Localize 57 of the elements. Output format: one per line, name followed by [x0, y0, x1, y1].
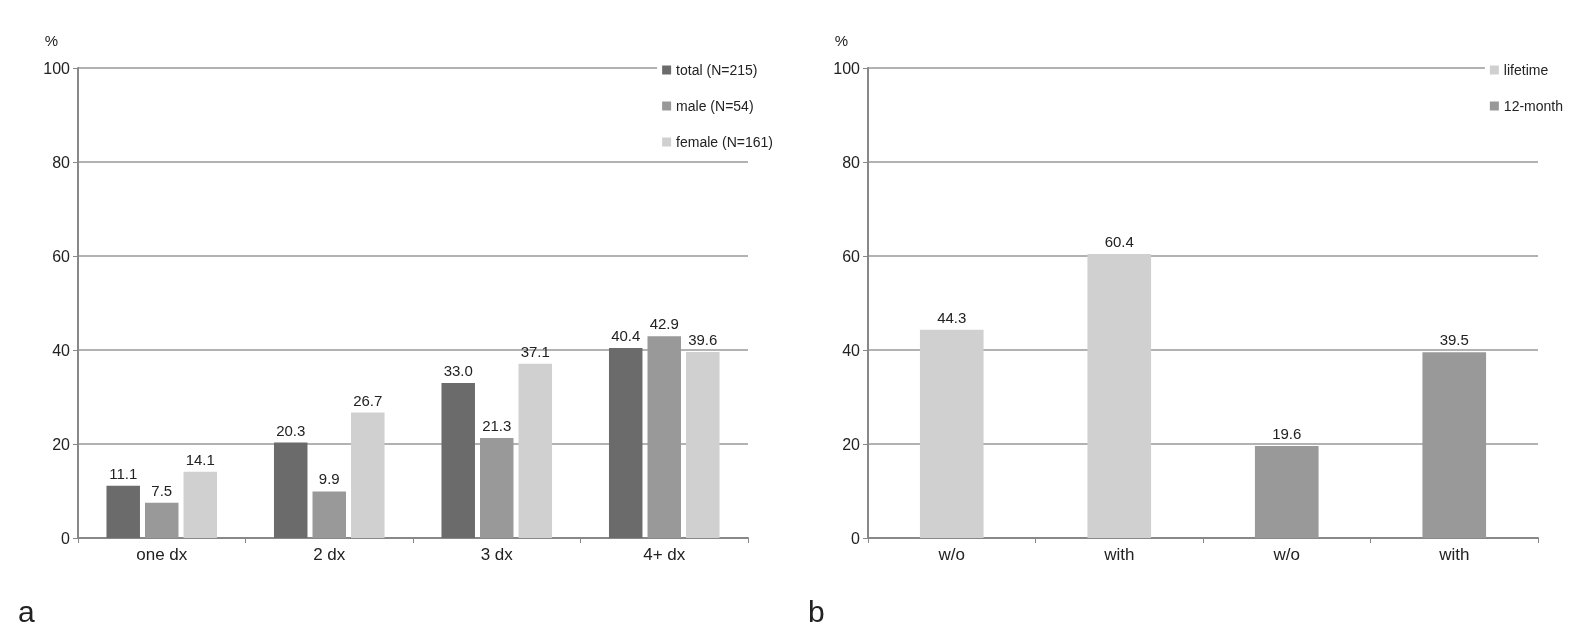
bar — [351, 412, 385, 538]
bar — [608, 348, 643, 538]
data-label: 39.5 — [1439, 331, 1469, 349]
legend-label: female (N=161) — [676, 134, 774, 150]
bar — [312, 491, 346, 538]
y-tick-label: 0 — [851, 529, 861, 547]
y-tick-label: 100 — [43, 59, 71, 77]
x-tick-label: one dx — [136, 545, 188, 564]
text: a — [18, 594, 35, 628]
legend-label: male (N=54) — [676, 98, 754, 114]
y-tick-label: 80 — [842, 153, 861, 171]
data-label: 33.0 — [443, 361, 473, 379]
data-label: 21.3 — [482, 416, 512, 434]
y-axis-title: % — [44, 32, 58, 49]
legend-label: lifetime — [1503, 62, 1549, 78]
legend-label: total (N=215) — [676, 62, 758, 78]
bar — [518, 363, 553, 538]
x-tick-label: 4+ dx — [643, 545, 686, 564]
bar — [145, 502, 179, 538]
data-label: 60.4 — [1104, 233, 1134, 251]
data-label: 19.6 — [1272, 424, 1302, 442]
data-label: 9.9 — [318, 470, 340, 488]
bar — [919, 329, 984, 538]
bar — [686, 351, 720, 538]
y-tick-label: 80 — [52, 153, 71, 171]
y-tick-label: 0 — [61, 529, 71, 547]
x-tick-label: with — [1438, 545, 1470, 564]
legend-label: 12-month — [1503, 98, 1564, 114]
bar — [1087, 254, 1152, 538]
x-tick-label: 2 dx — [313, 545, 346, 564]
y-tick-label: 20 — [842, 435, 861, 453]
bar — [441, 382, 475, 538]
bar — [273, 442, 308, 538]
y-axis-title: % — [834, 32, 848, 49]
y-tick-label: 100 — [833, 59, 861, 77]
y-tick-label: 20 — [52, 435, 71, 453]
y-tick-label: 60 — [52, 247, 71, 265]
bar — [183, 471, 218, 538]
data-label: 40.4 — [611, 327, 641, 345]
y-tick-label: 40 — [52, 341, 71, 359]
y-tick-label: 60 — [842, 247, 861, 265]
text: b — [808, 594, 825, 628]
x-tick-label: w/o — [1272, 545, 1300, 564]
bar — [106, 485, 140, 538]
data-label: 14.1 — [185, 450, 215, 468]
data-label: 26.7 — [353, 391, 383, 409]
data-label: 42.9 — [649, 315, 679, 333]
x-tick-label: 3 dx — [480, 545, 514, 564]
x-tick-label: with — [1103, 545, 1135, 564]
data-label: 39.6 — [688, 330, 718, 348]
y-tick-label: 40 — [842, 341, 861, 359]
data-label: 37.1 — [520, 342, 550, 360]
data-label: 11.1 — [109, 464, 138, 482]
data-label: 20.3 — [276, 421, 306, 439]
x-tick-label: w/o — [937, 545, 965, 564]
data-label: 44.3 — [937, 308, 967, 326]
data-label: 7.5 — [151, 481, 173, 499]
